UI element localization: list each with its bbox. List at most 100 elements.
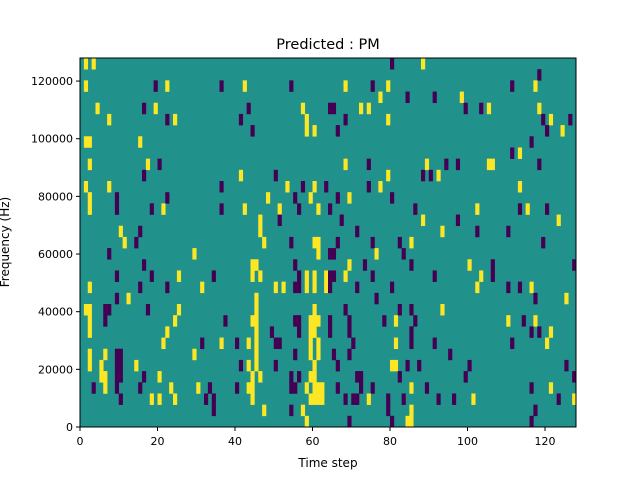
heatmap-cell-low <box>347 348 352 361</box>
heatmap-cell-low <box>382 315 387 327</box>
heatmap-cell-high <box>316 236 321 249</box>
heatmap-cell-low <box>331 270 337 282</box>
heatmap-cell-high <box>134 359 139 372</box>
heatmap-cell-low <box>297 326 302 338</box>
heatmap-cell-high <box>165 326 170 338</box>
heatmap-cell-low <box>455 214 461 227</box>
x-tick-label: 80 <box>383 435 397 448</box>
heatmap-cell-low <box>386 393 391 405</box>
heatmap-cell-low <box>335 125 340 137</box>
x-tick-label: 20 <box>151 435 165 448</box>
heatmap-cell-high <box>304 113 309 126</box>
heatmap-cell-high <box>149 393 154 405</box>
heatmap-cell-high <box>304 270 309 282</box>
heatmap-cell-low <box>335 359 340 372</box>
heatmap-cell-low <box>293 259 298 271</box>
heatmap-cell-high <box>324 270 329 282</box>
heatmap-cell-high <box>440 304 445 316</box>
heatmap-cell-low <box>328 270 333 282</box>
heatmap-cell-high <box>262 404 267 417</box>
heatmap-cell-high <box>312 236 317 249</box>
heatmap-cell-low <box>545 125 550 137</box>
heatmap-cell-low <box>370 80 375 92</box>
heatmap-cell-high <box>262 236 267 249</box>
heatmap-cell-high <box>308 348 313 361</box>
heatmap-cell-low <box>401 393 406 405</box>
heatmap-cell-high <box>192 248 197 260</box>
heatmap-cell-low <box>343 304 348 316</box>
heatmap-cell-low <box>510 80 515 92</box>
heatmap-cell-high <box>316 337 321 350</box>
heatmap-cell-low <box>521 315 526 327</box>
heatmap-cell-high <box>273 281 278 294</box>
heatmap-cell-high <box>347 192 352 204</box>
heatmap-cell-low <box>289 382 294 394</box>
heatmap-cell-low <box>297 281 302 294</box>
heatmap-cell-high <box>196 382 201 394</box>
heatmap-cell-low <box>142 371 147 383</box>
heatmap-cell-high <box>421 58 426 70</box>
heatmap-cell-low <box>277 337 282 350</box>
heatmap-cell-low <box>273 169 278 182</box>
heatmap-cell-low <box>142 169 147 182</box>
heatmap-cell-low <box>165 192 170 204</box>
heatmap-cell-high <box>343 158 348 171</box>
heatmap-cell-low <box>366 158 371 171</box>
heatmap-cell-low <box>545 203 550 215</box>
heatmap-cell-low <box>432 91 437 104</box>
heatmap-cell-low <box>452 393 457 405</box>
heatmap-cell-high <box>308 326 313 338</box>
heatmap-cell-high <box>424 158 430 171</box>
heatmap-cell-high <box>258 225 263 238</box>
heatmap-cell-high <box>161 203 166 215</box>
heatmap-cell-high <box>285 181 290 193</box>
heatmap-cells <box>80 58 577 428</box>
heatmap-cell-high <box>390 359 395 372</box>
heatmap-cell-high <box>254 304 259 316</box>
heatmap-cell-high <box>238 169 244 182</box>
heatmap-cell-high <box>440 225 445 238</box>
heatmap-cell-low <box>444 158 449 171</box>
heatmap-cell-high <box>246 382 251 394</box>
heatmap-cell-high <box>393 359 399 372</box>
heatmap-cell-low <box>409 259 414 271</box>
heatmap-cell-high <box>308 393 313 405</box>
heatmap-background <box>80 58 576 427</box>
heatmap-cell-low <box>490 270 495 282</box>
heatmap-cell-low <box>556 393 561 405</box>
heatmap-cell-low <box>475 225 480 238</box>
heatmap-cell-low <box>517 203 523 215</box>
heatmap-cell-low <box>390 192 395 204</box>
heatmap-cell-low <box>114 270 120 282</box>
heatmap-cell-low <box>405 91 410 104</box>
heatmap-cell-high <box>277 203 282 215</box>
heatmap-cell-low <box>529 415 534 428</box>
heatmap-cell-high <box>308 337 313 350</box>
heatmap-cell-low <box>432 337 437 350</box>
heatmap-cell-low <box>463 102 468 115</box>
heatmap-cell-high <box>250 382 255 394</box>
heatmap-cell-high <box>479 270 484 282</box>
heatmap-cell-low <box>118 348 123 361</box>
heatmap-cell-low <box>529 382 534 394</box>
heatmap-cell-low <box>467 359 472 372</box>
heatmap-cell-high <box>312 371 317 383</box>
heatmap-cell-low <box>347 415 352 428</box>
heatmap-cell-high <box>347 259 352 271</box>
heatmap-cell-low <box>328 326 333 338</box>
heatmap-cell-low <box>355 371 360 383</box>
heatmap-cell-low <box>293 382 298 394</box>
heatmap-cell-high <box>87 203 92 215</box>
heatmap-cell-high <box>161 337 166 350</box>
heatmap-cell-low <box>142 102 147 115</box>
heatmap-cell-high <box>359 102 364 115</box>
heatmap-cell-low <box>421 169 426 182</box>
heatmap-cell-low <box>165 113 170 126</box>
heatmap-cell-low <box>374 292 379 305</box>
heatmap-cell-high <box>242 203 247 215</box>
y-tick-label: 40000 <box>38 306 73 319</box>
heatmap-cell-high <box>254 315 259 327</box>
heatmap-cell-high <box>242 80 247 92</box>
heatmap-cell-high <box>316 382 321 394</box>
plot-frame <box>79 57 577 428</box>
